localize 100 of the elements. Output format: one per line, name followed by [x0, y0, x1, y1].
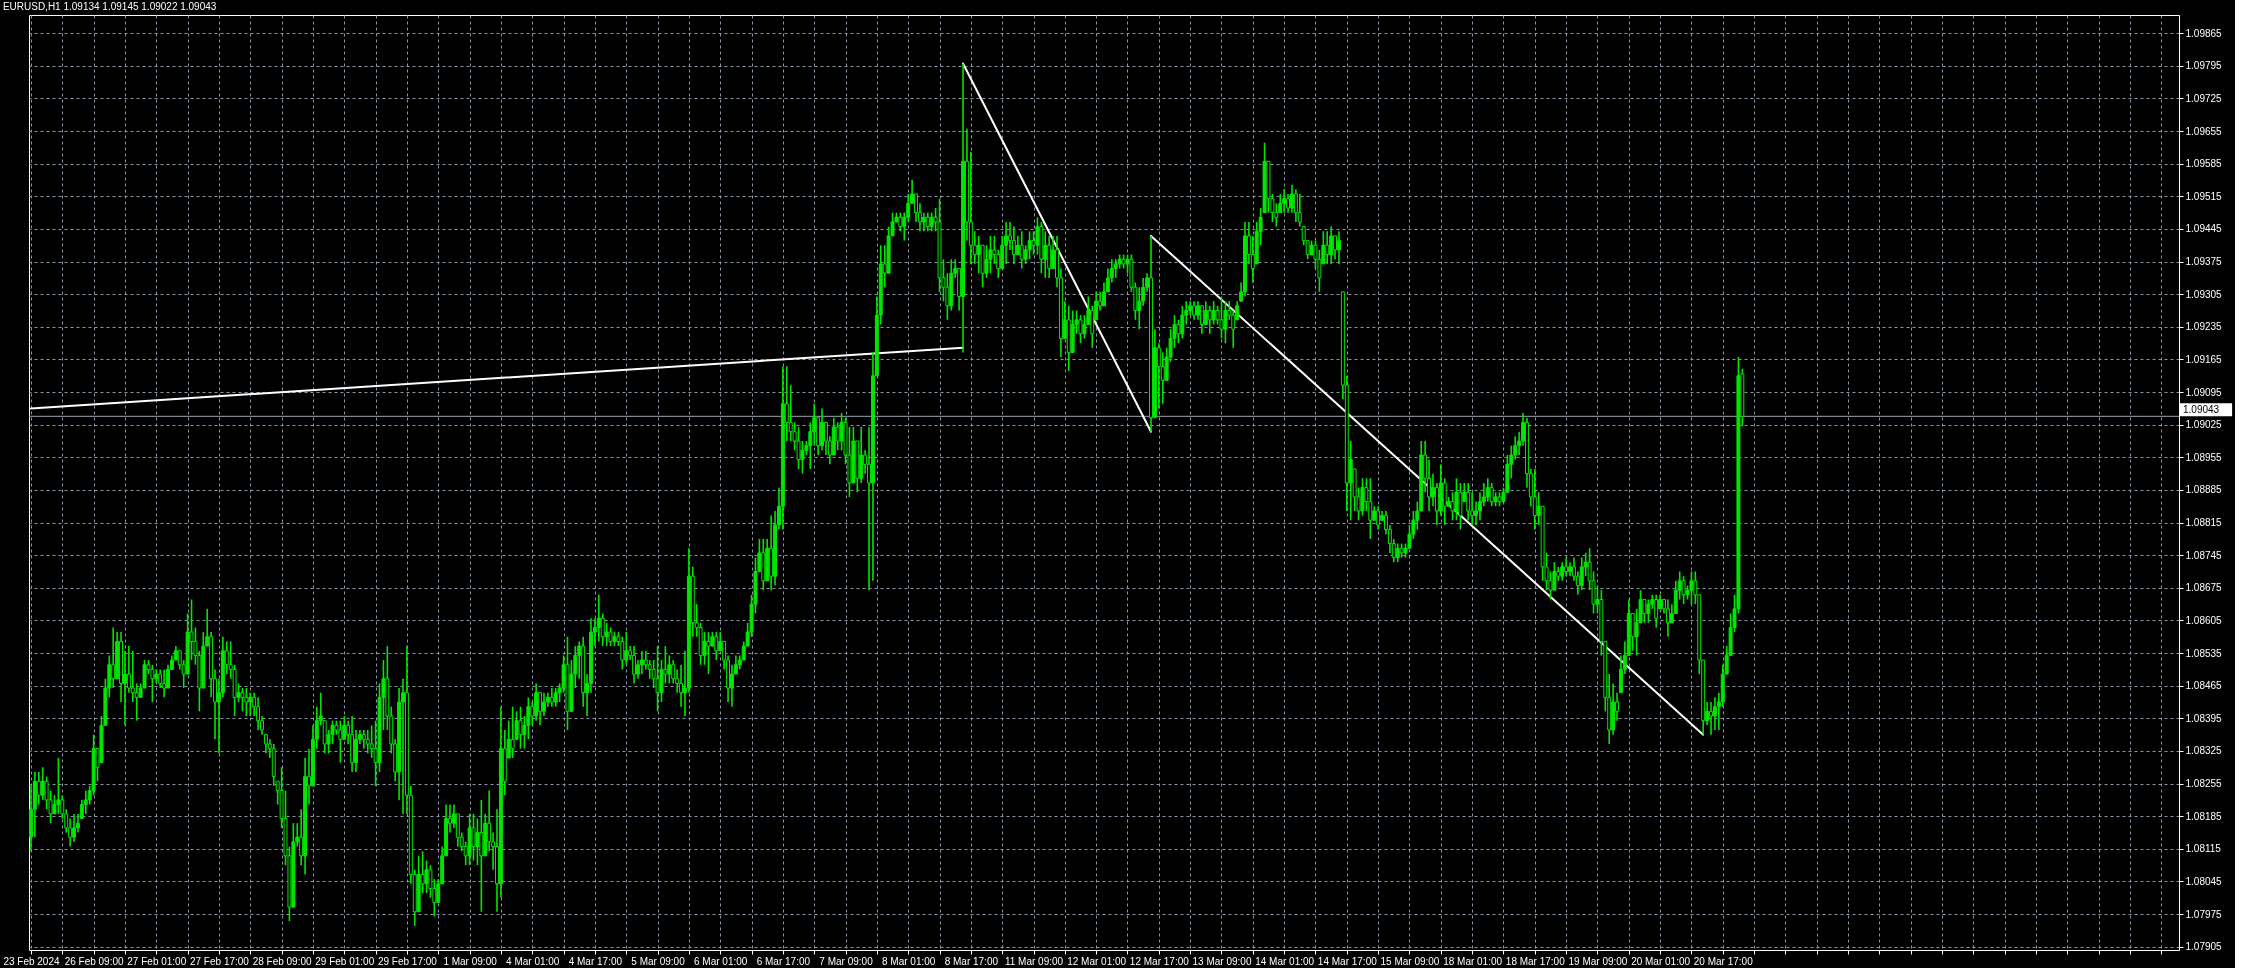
- candlestick: [40, 766, 45, 801]
- candlestick: [1293, 188, 1298, 223]
- candlestick: [1337, 230, 1341, 265]
- candlestick: [1442, 477, 1447, 526]
- y-tick-label: 1.09165: [2185, 353, 2223, 365]
- x-tick-label: 6 Mar 01:00: [694, 955, 748, 967]
- candlestick: [1047, 235, 1052, 279]
- x-tick-label: 5 Mar 09:00: [631, 955, 686, 967]
- y-tick-label: 1.08885: [2185, 484, 2223, 496]
- candlestick: [1286, 193, 1291, 214]
- x-tick-label: 8 Mar 17:00: [944, 955, 999, 967]
- candlestick: [1219, 295, 1224, 340]
- candlestick: [150, 663, 155, 703]
- x-tick-label: 11 Mar 09:00: [1004, 955, 1064, 967]
- y-tick-label: 1.08815: [2185, 517, 2223, 529]
- y-tick-label: 1.07905: [2185, 941, 2223, 953]
- x-tick-label: 27 Feb 01:00: [127, 955, 187, 967]
- candlestick: [714, 631, 719, 661]
- chart-title: EURUSD,H1 1.09134 1.09145 1.09022 1.09043: [2, 1, 217, 12]
- x-tick-label: 18 Mar 01:00: [1443, 955, 1503, 967]
- y-tick-label: 1.09095: [2185, 386, 2223, 398]
- candlestick: [1102, 281, 1106, 307]
- y-tick-label: 1.08115: [2185, 843, 2222, 855]
- candlestick: [1466, 482, 1471, 522]
- y-tick-label: 1.08185: [2185, 810, 2223, 822]
- candlestick: [800, 440, 805, 475]
- candlestick: [1015, 235, 1020, 256]
- candlestick: [988, 235, 993, 275]
- x-tick-label: 12 Mar 17:00: [1129, 955, 1190, 967]
- x-tick-label: 13 Mar 09:00: [1192, 955, 1252, 967]
- y-tick-label: 1.09725: [2185, 92, 2223, 104]
- candlestick: [706, 631, 711, 675]
- x-tick-label: 7 Mar 09:00: [819, 955, 874, 967]
- x-tick-label: 1 Mar 09:00: [443, 955, 498, 967]
- y-tick-label: 1.08325: [2185, 745, 2223, 757]
- x-tick-label: 19 Mar 09:00: [1568, 955, 1628, 967]
- candlestick: [1019, 230, 1024, 270]
- candlestick: [820, 407, 824, 452]
- candlestick: [479, 799, 484, 913]
- candlestick: [538, 691, 543, 727]
- y-tick-label: 1.09305: [2185, 288, 2223, 300]
- candlestick: [1681, 575, 1686, 605]
- candlestick: [534, 682, 539, 722]
- y-tick-label: 1.09445: [2185, 223, 2223, 235]
- candlestick: [1489, 482, 1494, 508]
- candlestick: [1282, 188, 1287, 214]
- candlestick: [1192, 300, 1197, 321]
- y-tick-label: 1.08465: [2185, 680, 2223, 692]
- candlestick: [72, 813, 77, 843]
- x-tick-label: 26 Feb 09:00: [64, 955, 125, 967]
- x-tick-label: 4 Mar 01:00: [506, 955, 560, 967]
- candlestick: [655, 645, 660, 713]
- candlestick: [1011, 225, 1016, 265]
- candlestick: [1454, 477, 1459, 522]
- candlestick: [921, 211, 926, 233]
- candlestick: [542, 691, 546, 717]
- y-tick-label: 1.09585: [2185, 158, 2223, 170]
- candlestick: [1642, 598, 1647, 624]
- candlestick: [1329, 225, 1334, 265]
- candlestick: [475, 817, 480, 866]
- x-tick-label: 20 Mar 01:00: [1631, 955, 1691, 967]
- x-tick-label: 23 Feb 2024: [3, 955, 60, 967]
- candlestick: [256, 696, 261, 731]
- candlestick: [1031, 230, 1036, 256]
- candlestick: [1035, 216, 1040, 256]
- x-tick-label: 8 Mar 01:00: [882, 955, 936, 967]
- candlestick: [1579, 556, 1584, 591]
- candlestick: [1325, 230, 1330, 265]
- candlestick: [729, 663, 734, 708]
- candlestick: [244, 687, 249, 717]
- candlestick: [1223, 300, 1228, 344]
- candlestick: [1450, 491, 1455, 522]
- y-tick-label: 1.09795: [2185, 60, 2223, 72]
- candlestick: [240, 687, 245, 713]
- y-tick-label: 1.08395: [2185, 712, 2223, 724]
- candlestick: [1485, 477, 1490, 503]
- candlestick: [471, 813, 476, 862]
- candlestick: [1113, 258, 1118, 279]
- candlestick: [620, 635, 625, 671]
- candlestick: [553, 687, 558, 708]
- candlestick: [925, 211, 930, 233]
- y-tick-label: 1.08045: [2185, 875, 2223, 887]
- candlestick: [36, 771, 41, 806]
- candlestick: [1196, 300, 1200, 321]
- candlestick: [1290, 183, 1294, 214]
- y-tick-label: 1.09375: [2185, 256, 2223, 268]
- y-tick-label: 1.09025: [2185, 419, 2223, 431]
- candlestick: [1082, 314, 1087, 340]
- y-tick-label: 1.09655: [2185, 125, 2223, 137]
- y-tick-label: 1.08605: [2185, 614, 2223, 626]
- candlestick: [632, 645, 637, 685]
- x-tick-label: 14 Mar 17:00: [1317, 955, 1378, 967]
- y-tick-label: 1.08255: [2185, 778, 2223, 790]
- x-tick-label: 29 Feb 01:00: [315, 955, 375, 967]
- candlestick: [83, 789, 88, 815]
- candlestick: [365, 729, 370, 755]
- candlestick: [1458, 482, 1463, 531]
- candlestick: [1430, 472, 1435, 508]
- candlestick: [1078, 314, 1083, 344]
- x-tick-label: 15 Mar 09:00: [1380, 955, 1440, 967]
